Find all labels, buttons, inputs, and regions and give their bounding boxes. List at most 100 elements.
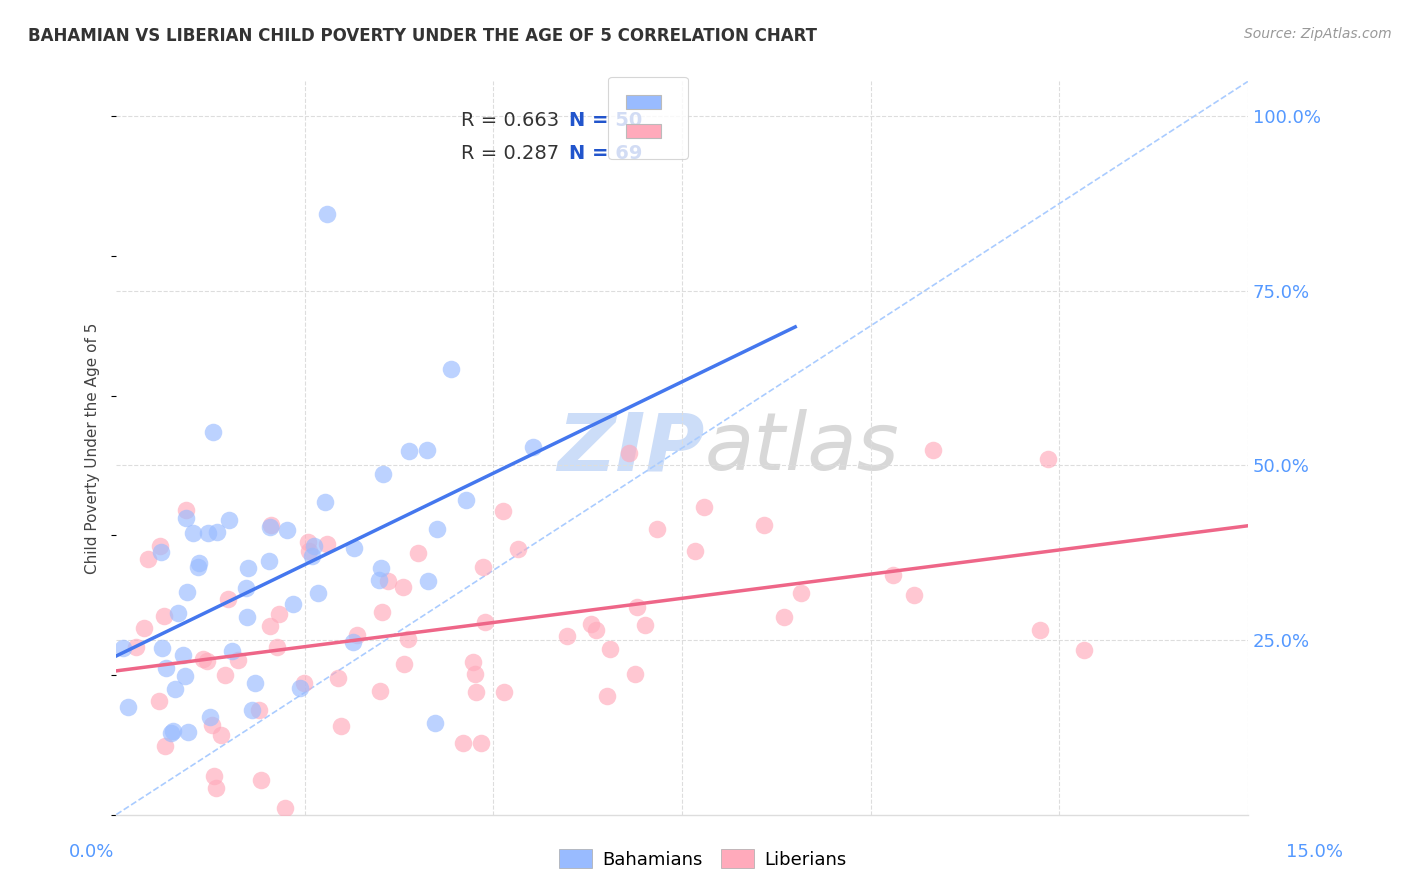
Point (634, 618, 657, 632)
Point (922, 442, 945, 457)
Point (173, 669, 195, 683)
Text: N = 69: N = 69 (569, 144, 643, 162)
Point (371, 605, 394, 619)
Point (124, 640, 146, 654)
Point (683, 544, 706, 558)
Point (882, 568, 904, 582)
Point (752, 518, 775, 533)
Point (472, 560, 495, 574)
Point (152, 609, 174, 624)
Point (773, 610, 796, 624)
Point (440, 362, 463, 376)
Text: R = 0.287: R = 0.287 (461, 144, 560, 162)
Point (423, 715, 446, 730)
Point (149, 539, 172, 553)
Point (148, 694, 170, 708)
Point (209, 728, 232, 742)
Point (1029, 623, 1052, 637)
Point (1073, 642, 1095, 657)
Point (903, 588, 925, 602)
Point (624, 667, 647, 681)
Point (214, 668, 236, 682)
Point (259, 519, 281, 533)
Point (330, 718, 353, 732)
Point (202, 769, 225, 783)
Point (596, 689, 619, 703)
Point (461, 656, 484, 670)
Point (619, 446, 641, 460)
Point (187, 560, 209, 574)
Point (464, 666, 486, 681)
Point (416, 442, 439, 457)
Point (370, 561, 392, 575)
Point (281, 597, 304, 611)
Point (236, 561, 259, 575)
Point (181, 525, 204, 540)
Point (474, 615, 496, 630)
Point (221, 644, 243, 658)
Point (645, 522, 668, 536)
Point (368, 684, 391, 698)
Point (297, 535, 319, 549)
Point (197, 526, 219, 541)
Point (167, 606, 190, 620)
Point (1036, 451, 1059, 466)
Point (228, 652, 250, 666)
Text: R = 0.663: R = 0.663 (461, 111, 560, 129)
Point (117, 699, 139, 714)
Point (176, 585, 198, 599)
Point (205, 525, 228, 540)
Point (176, 502, 198, 516)
Y-axis label: Child Poverty Under the Age of 5: Child Poverty Under the Age of 5 (86, 322, 100, 574)
Point (314, 495, 336, 509)
Point (176, 725, 198, 739)
Point (269, 607, 291, 621)
Text: 15.0%: 15.0% (1286, 843, 1343, 861)
Point (470, 736, 492, 750)
Text: Source: ZipAtlas.com: Source: ZipAtlas.com (1244, 27, 1392, 41)
Point (245, 675, 267, 690)
Point (304, 540, 326, 554)
Point (250, 773, 273, 788)
Point (581, 617, 603, 632)
Text: 0.0%: 0.0% (69, 843, 114, 861)
Point (343, 541, 366, 555)
Point (266, 640, 288, 654)
Point (257, 554, 280, 568)
Point (506, 541, 529, 556)
Point (176, 511, 198, 525)
Text: atlas: atlas (704, 409, 900, 487)
Point (522, 440, 544, 454)
Point (155, 661, 177, 675)
Point (155, 739, 177, 753)
Point (371, 467, 394, 482)
Point (398, 443, 420, 458)
Point (132, 621, 155, 635)
Legend: Bahamians, Liberians: Bahamians, Liberians (553, 841, 853, 876)
Point (150, 640, 173, 655)
Point (200, 718, 222, 732)
Point (377, 574, 399, 589)
Point (160, 726, 183, 740)
Point (315, 537, 337, 551)
Point (790, 585, 813, 599)
Point (492, 685, 515, 699)
Legend: , : , (609, 77, 688, 160)
Point (235, 582, 257, 596)
Point (626, 600, 648, 615)
Text: ZIP: ZIP (557, 409, 704, 487)
Point (111, 641, 134, 656)
Point (198, 710, 221, 724)
Point (218, 513, 240, 527)
Point (426, 522, 449, 536)
Point (292, 675, 315, 690)
Point (406, 546, 429, 560)
Point (162, 723, 184, 738)
Point (342, 635, 364, 649)
Text: BAHAMIAN VS LIBERIAN CHILD POVERTY UNDER THE AGE OF 5 CORRELATION CHART: BAHAMIAN VS LIBERIAN CHILD POVERTY UNDER… (28, 27, 817, 45)
Point (201, 425, 224, 439)
Point (396, 632, 419, 646)
Point (599, 641, 621, 656)
Point (240, 703, 263, 717)
Point (195, 654, 218, 668)
